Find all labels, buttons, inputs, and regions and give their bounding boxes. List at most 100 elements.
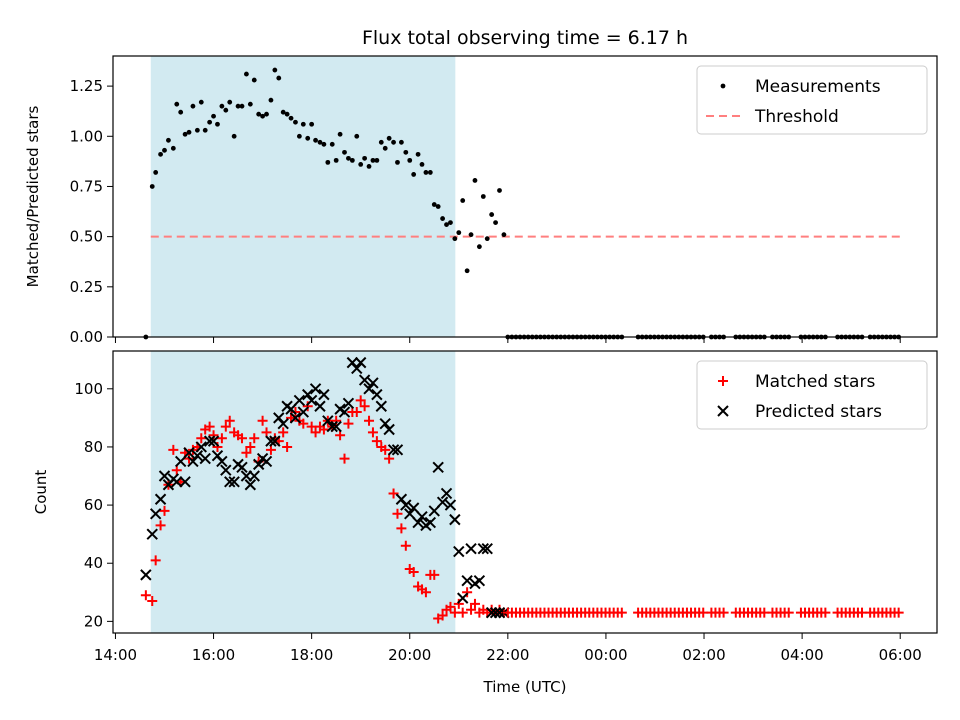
predicted-star-point	[269, 435, 281, 447]
measurement-point	[370, 157, 376, 163]
measurement-point	[170, 145, 176, 151]
predicted-star-point	[379, 417, 391, 430]
measurement-point	[382, 145, 388, 151]
measurement-point	[337, 131, 343, 137]
matched-star-point	[278, 427, 289, 438]
matched-star-point	[331, 415, 342, 426]
measurement-point	[452, 236, 458, 242]
predicted-star-point	[453, 545, 465, 558]
matched-star-point	[371, 436, 382, 447]
y-tick-label: 1.00	[70, 127, 103, 145]
predicted-star-point	[465, 542, 477, 555]
predicted-star-point	[473, 574, 486, 587]
y-tick-label: 1.25	[70, 77, 103, 95]
predicted-star-point	[400, 499, 412, 511]
y-tick-label: 100	[74, 380, 103, 398]
predicted-star-point	[289, 412, 302, 424]
matched-star-point	[150, 555, 161, 566]
predicted-star-point	[383, 423, 395, 436]
predicted-star-point	[297, 406, 310, 418]
measurement-point	[158, 151, 163, 157]
measurement-point	[346, 155, 351, 161]
predicted-star-point	[203, 435, 216, 447]
y-tick-label: 40	[84, 554, 103, 572]
measurement-point	[153, 170, 159, 175]
matched-star-point	[359, 401, 370, 412]
measurement-point	[476, 244, 482, 250]
predicted-star-point	[363, 383, 375, 395]
y-axis-label: Count	[32, 470, 50, 515]
matched-star-point	[282, 441, 293, 452]
measurement-point	[333, 157, 339, 163]
predicted-star-point	[228, 476, 240, 488]
observing-span	[150, 351, 456, 633]
matched-star-point	[298, 418, 309, 429]
measurement-point	[284, 111, 290, 117]
predicted-star-point	[179, 476, 191, 488]
predicted-star-point	[489, 606, 502, 619]
predicted-star-point	[461, 574, 473, 587]
measurement-point	[260, 113, 265, 119]
measurement-point	[280, 109, 286, 115]
predicted-star-point	[265, 435, 277, 447]
matched-star-point	[249, 433, 260, 444]
predicted-star-point	[207, 435, 220, 447]
measurement-point	[374, 157, 380, 163]
y-tick-label: 0.25	[70, 278, 103, 296]
x-tick-label: 02:00	[682, 646, 725, 664]
x-tick-label: 00:00	[584, 646, 627, 664]
measurement-point	[190, 103, 196, 109]
predicted-star-point	[391, 444, 404, 456]
legend-label: Matched stars	[755, 372, 875, 392]
measurement-point	[325, 159, 331, 165]
predicted-star-point	[191, 449, 204, 462]
predicted-star-point	[285, 403, 297, 415]
measurement-point	[227, 99, 233, 105]
measurement-point	[395, 159, 400, 165]
matched-star-point	[224, 415, 235, 426]
predicted-star-point	[318, 388, 330, 401]
measurement-point	[358, 161, 364, 167]
x-tick-label: 20:00	[388, 646, 431, 664]
y-tick-label: 0.75	[70, 177, 103, 195]
measurement-point	[419, 161, 425, 167]
measurement-point	[215, 121, 220, 127]
predicted-star-point	[407, 502, 420, 514]
matched-star-point	[318, 424, 329, 435]
matched-star-point	[306, 421, 317, 432]
matched-star-point	[367, 427, 378, 438]
measurement-point	[264, 111, 269, 117]
matched-star-point	[718, 607, 729, 618]
measurement-point	[431, 202, 437, 207]
measurement-point	[362, 155, 368, 161]
measurement-point	[256, 111, 262, 117]
matched-star-point	[241, 447, 252, 458]
measurement-point	[211, 113, 216, 119]
measurement-point	[239, 103, 245, 109]
measurement-point	[423, 170, 429, 175]
matched-star-point	[159, 505, 170, 516]
predicted-star-point	[493, 606, 506, 619]
measurement-point	[272, 67, 278, 73]
legend-label: Threshold	[754, 107, 839, 127]
x-axis-label: Time (UTC)	[483, 678, 567, 696]
y-tick-label: 0.50	[70, 228, 103, 246]
matched-star-point	[140, 590, 151, 601]
predicted-star-point	[424, 516, 437, 529]
measurement-point	[484, 236, 490, 242]
measurement-point	[223, 107, 229, 113]
matched-star-point	[171, 465, 182, 476]
predicted-star-point	[236, 461, 248, 473]
matched-star-point	[445, 601, 456, 612]
predicted-star-point	[171, 476, 183, 488]
predicted-star-point	[220, 464, 232, 476]
predicted-star-point	[436, 496, 449, 508]
measurement-point	[231, 133, 237, 139]
measurement-point	[305, 135, 311, 141]
predicted-star-point	[428, 505, 440, 517]
y-axis-label: Matched/Predicted stars	[24, 106, 42, 288]
measurement-point	[288, 115, 294, 121]
axes-frame	[112, 55, 938, 338]
legend-box	[696, 65, 928, 135]
